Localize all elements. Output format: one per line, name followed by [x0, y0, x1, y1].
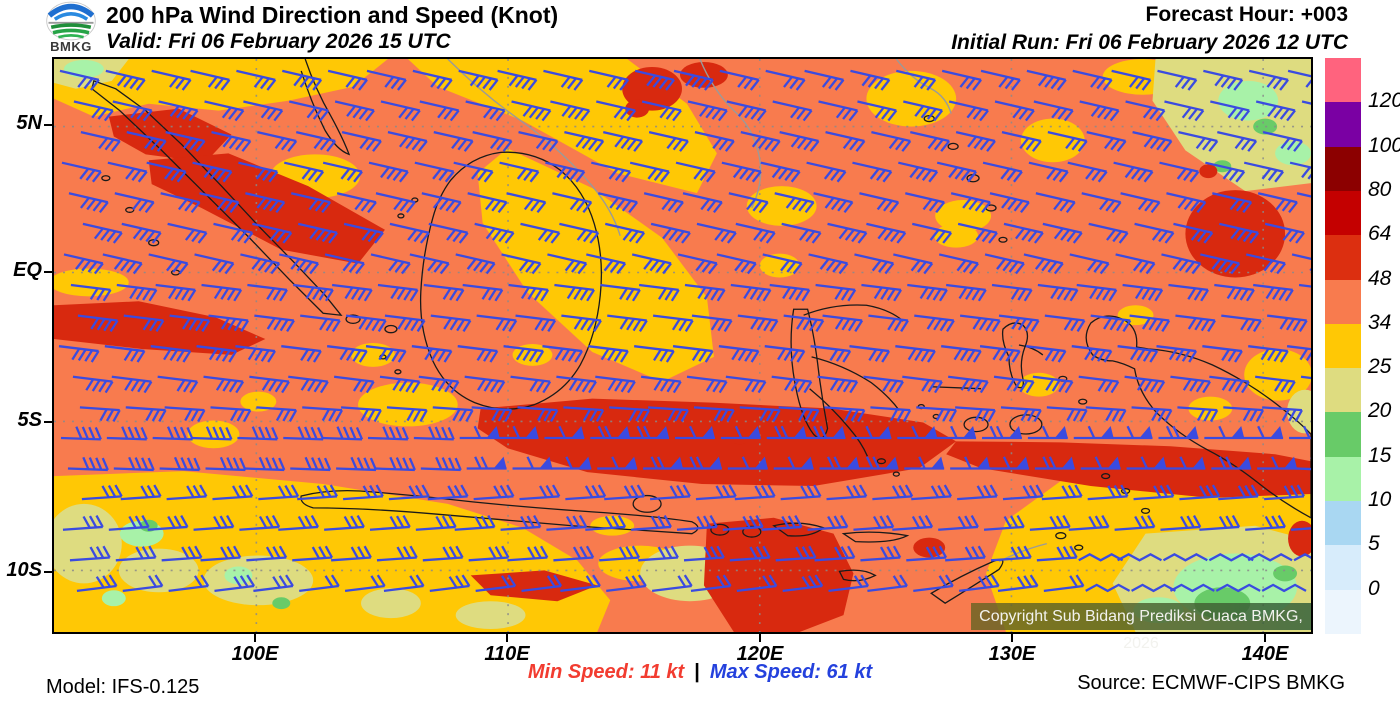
colorbar-tick-label: 5 [1368, 532, 1380, 556]
copyright-watermark: Copyright Sub Bidang Prediksi Cuaca BMKG… [971, 603, 1311, 652]
x-axis-tick [254, 634, 256, 642]
y-axis-tick-label: 5S [17, 409, 42, 431]
x-axis-tick [1011, 634, 1013, 642]
colorbar-segment [1325, 235, 1361, 281]
colorbar-tick-label: 20 [1368, 399, 1392, 423]
bmkg-logo-text: BMKG [50, 39, 92, 54]
y-axis-tick [44, 271, 52, 273]
colorbar-segment [1325, 323, 1361, 369]
max-speed-label: Max Speed: 61 kt [709, 661, 873, 683]
x-axis-tick [506, 634, 508, 642]
y-axis-tick-label: EQ [13, 259, 42, 281]
colorbar-tick-label: 10 [1368, 488, 1392, 512]
x-axis-tick-label: 140E [1241, 643, 1289, 665]
y-axis-tick-label: 10S [6, 559, 42, 581]
colorbar-tick-label: 100 [1368, 133, 1400, 157]
x-axis-tick-label: 100E [231, 643, 279, 665]
colorbar-tick-label: 15 [1368, 443, 1392, 467]
page-title: 200 hPa Wind Direction and Speed (Knot) [106, 2, 559, 28]
colorbar-tick-label: 120 [1368, 89, 1400, 113]
x-axis-tick-label: 130E [988, 643, 1036, 665]
valid-datetime: Valid: Fri 06 February 2026 15 UTC [106, 30, 451, 53]
y-axis-tick-label: 5N [16, 112, 42, 134]
colorbar-segment [1325, 58, 1361, 103]
min-speed-label: Min Speed: 11 kt [527, 661, 685, 683]
colorbar-segment [1325, 279, 1361, 325]
colorbar-tick-label: 34 [1368, 310, 1392, 334]
y-axis-tick [44, 571, 52, 573]
y-axis-tick [44, 124, 52, 126]
colorbar-tick-label: 80 [1368, 177, 1392, 201]
colorbar-segment [1325, 545, 1361, 591]
speed-extremes: Min Speed: 11 kt | Max Speed: 61 kt [528, 661, 872, 684]
model-label: Model: IFS-0.125 [46, 676, 200, 698]
initial-run-datetime: Initial Run: Fri 06 February 2026 12 UTC [951, 31, 1348, 54]
bmkg-logo-icon [46, 1, 96, 41]
colorbar-segment [1325, 190, 1361, 236]
separator: | [694, 661, 700, 683]
coastlines [91, 59, 1311, 604]
x-axis-tick [1264, 634, 1266, 642]
colorbar-segment [1325, 102, 1361, 148]
colorbar-segment [1325, 501, 1361, 546]
source-label: Source: ECMWF-CIPS BMKG [1077, 672, 1345, 694]
colorbar-segment [1325, 456, 1361, 502]
x-axis-tick-label: 120E [736, 643, 784, 665]
forecast-hour: Forecast Hour: +003 [1145, 3, 1349, 26]
wind-barbs [58, 69, 1311, 593]
colorbar-segment [1325, 412, 1361, 458]
x-axis-tick [759, 634, 761, 642]
y-axis-tick [44, 421, 52, 423]
colorbar-segment [1325, 368, 1361, 413]
colorbar-tick-label: 48 [1368, 266, 1392, 290]
x-axis-tick-label: 110E [484, 643, 530, 665]
map-canvas [54, 59, 1311, 632]
colorbar-segment [1325, 146, 1361, 192]
weather-map: Copyright Sub Bidang Prediksi Cuaca BMKG… [52, 57, 1313, 652]
colorbar-tick-label: 0 [1368, 576, 1380, 600]
wind-speed-colorbar [1325, 58, 1361, 635]
colorbar-tick-label: 64 [1368, 222, 1392, 246]
colorbar-tick-label: 25 [1368, 355, 1392, 379]
colorbar-segment [1325, 589, 1361, 635]
